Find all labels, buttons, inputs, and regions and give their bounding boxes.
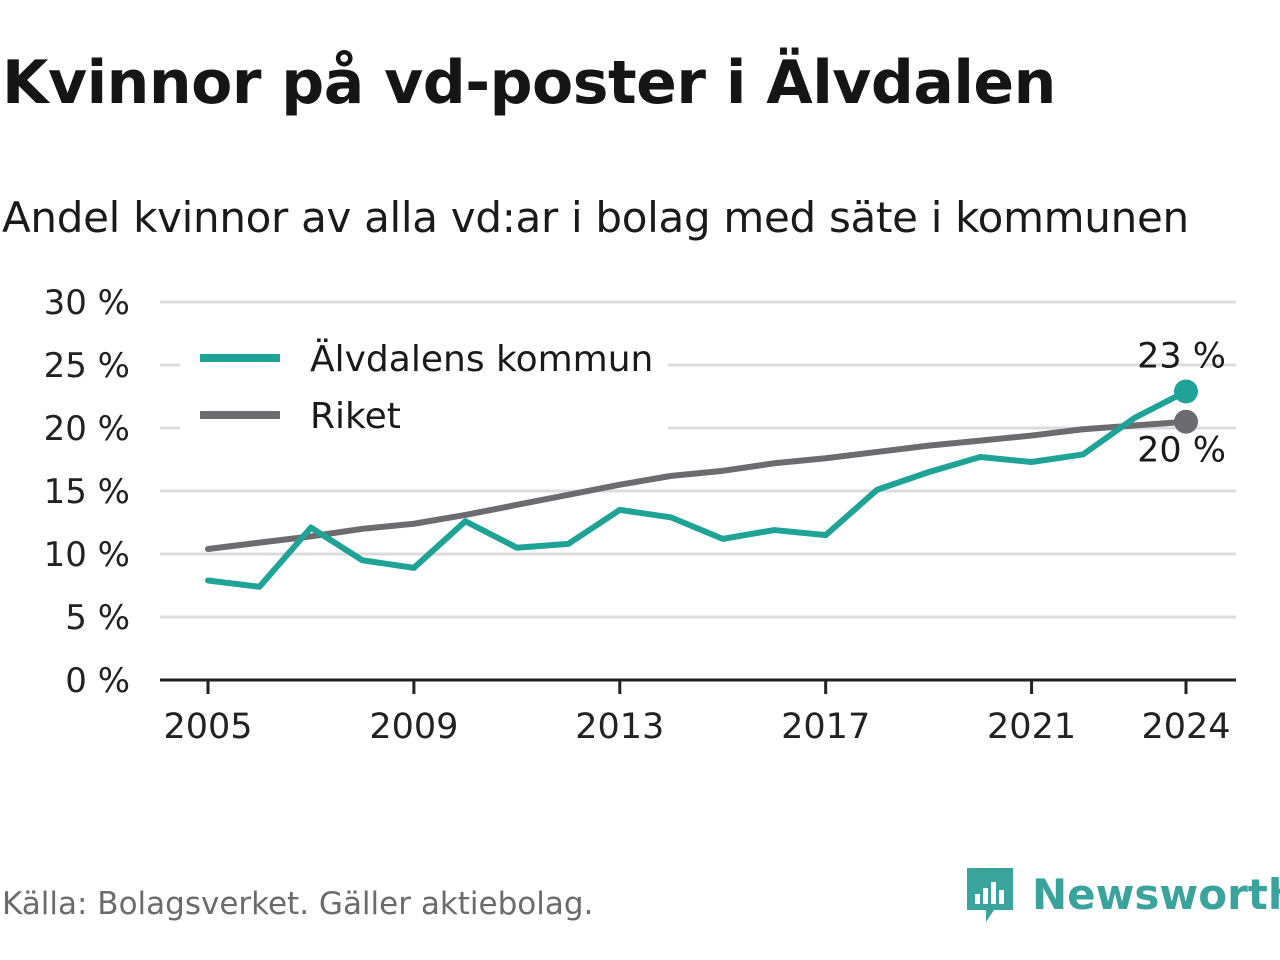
y-tick-label: 10 % xyxy=(44,535,130,575)
x-tick-label: 2013 xyxy=(575,707,664,747)
x-axis: 2005 2009 2013 2017 2021 2024 xyxy=(160,678,1236,747)
end-labels: 23 % 20 % xyxy=(1137,336,1226,470)
chart-title: Kvinnor på vd-poster i Älvdalen xyxy=(2,48,1056,118)
x-tick-label: 2009 xyxy=(369,707,458,747)
y-tick-label: 30 % xyxy=(44,283,130,323)
x-tick-label: 2024 xyxy=(1141,707,1230,747)
series-end-label: 23 % xyxy=(1137,336,1226,376)
y-tick-label: 20 % xyxy=(44,409,130,449)
brand-logo: Newsworthy xyxy=(964,864,1280,924)
legend-label: Älvdalens kommun xyxy=(310,338,653,380)
source-note: Källa: Bolagsverket. Gäller aktiebolag. xyxy=(2,886,594,922)
series-end-label: 20 % xyxy=(1137,431,1226,471)
y-axis-tick-labels: 0 % 5 % 10 % 15 % 20 % 25 % 30 % xyxy=(44,283,130,701)
y-tick-label: 25 % xyxy=(44,346,130,386)
line-chart: 0 %5 %10 %15 %20 %25 %30 % 2005 2009 2013 2… xyxy=(44,283,1236,747)
series-line xyxy=(205,418,1189,552)
series-end-point xyxy=(1174,409,1198,434)
x-tick-label: 2021 xyxy=(987,707,1076,747)
series-end-point xyxy=(1174,379,1198,404)
y-tick-label: 0 % xyxy=(65,661,130,701)
legend: Älvdalens kommun Riket xyxy=(180,318,668,437)
y-tick-label: 5 % xyxy=(65,598,130,638)
legend-label: Riket xyxy=(310,396,401,437)
newsworthy-chat-bars-icon xyxy=(967,868,1013,922)
brand-name: Newsworthy xyxy=(1032,869,1280,919)
chart-subtitle: Andel kvinnor av alla vd:ar i bolag med … xyxy=(2,193,1189,242)
y-tick-label: 15 % xyxy=(44,472,130,512)
series-lines xyxy=(205,379,1198,590)
x-tick-label: 2017 xyxy=(781,707,870,747)
x-tick-label: 2005 xyxy=(163,707,252,747)
series-line xyxy=(205,388,1189,590)
